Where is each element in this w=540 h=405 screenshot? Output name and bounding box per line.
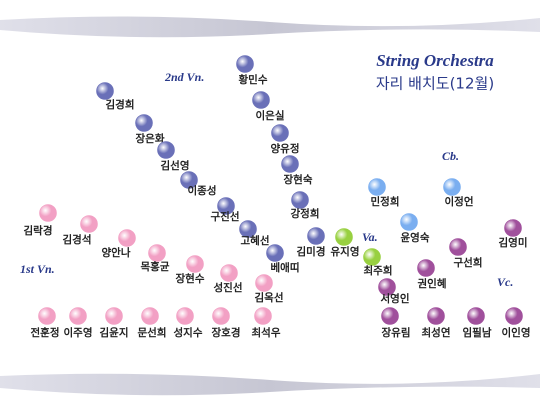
seat — [236, 55, 254, 73]
player-name: 장은화 — [136, 132, 165, 145]
seat — [186, 255, 204, 273]
seat — [400, 213, 418, 231]
player-name: 장호경 — [212, 326, 241, 339]
top-band — [0, 16, 540, 38]
player-name: 김경희 — [106, 98, 135, 111]
player-name: 이정언 — [445, 195, 474, 208]
section-label: Va. — [362, 230, 378, 244]
seat — [220, 264, 238, 282]
seat — [252, 91, 270, 109]
player-name: 김락경 — [24, 224, 53, 237]
section-label: 2nd Vn. — [164, 70, 204, 84]
seat — [239, 220, 257, 238]
seat — [291, 191, 309, 209]
player-name: 강정희 — [291, 207, 320, 220]
player-name: 목홍균 — [141, 260, 170, 273]
seat — [148, 244, 166, 262]
player-name: 권인혜 — [418, 277, 447, 290]
player-name: 베애띠 — [271, 261, 300, 274]
seat — [381, 307, 399, 325]
player-name: 구진선 — [211, 210, 240, 223]
seat — [141, 307, 159, 325]
seat — [254, 307, 272, 325]
player-name: 최주희 — [364, 264, 393, 277]
player-name: 임필남 — [463, 326, 492, 339]
subtitle: 자리 배치도(12월) — [376, 75, 494, 93]
player-name: 이주영 — [64, 326, 93, 339]
player-name: 고혜선 — [241, 234, 270, 247]
player-name: 성지수 — [174, 326, 203, 339]
player-name: 최석우 — [252, 326, 281, 339]
seat — [281, 155, 299, 173]
seat — [266, 244, 284, 262]
seat — [212, 307, 230, 325]
player-name: 김경석 — [63, 233, 92, 246]
seat — [180, 171, 198, 189]
seat — [368, 178, 386, 196]
seat — [135, 114, 153, 132]
seat — [38, 307, 56, 325]
seat — [96, 82, 114, 100]
player-name: 성진선 — [214, 281, 243, 294]
seat — [217, 197, 235, 215]
player-name: 문선희 — [138, 326, 167, 339]
player-name: 최성연 — [422, 326, 451, 339]
player-name: 이인영 — [502, 326, 531, 339]
player-name: 김미경 — [297, 245, 326, 258]
player-name: 양유정 — [271, 142, 300, 155]
seat — [307, 227, 325, 245]
seat — [80, 215, 98, 233]
player-name: 민정희 — [371, 195, 400, 208]
seat — [271, 124, 289, 142]
seat — [378, 278, 396, 296]
seat — [363, 248, 381, 266]
player-name: 윤영숙 — [401, 231, 430, 244]
seat — [69, 307, 87, 325]
player-name: 유지영 — [331, 245, 360, 258]
player-name: 김옥선 — [255, 291, 284, 304]
seat — [443, 178, 461, 196]
player-name: 황민수 — [239, 73, 268, 86]
section-label: 1st Vn. — [20, 262, 55, 276]
seat — [417, 259, 435, 277]
seat — [176, 307, 194, 325]
seat — [335, 228, 353, 246]
seat — [504, 219, 522, 237]
seat — [427, 307, 445, 325]
seat — [449, 238, 467, 256]
player-name: 김영미 — [499, 236, 528, 249]
section-label: Cb. — [442, 149, 459, 163]
player-name: 김윤지 — [100, 326, 129, 339]
player-name: 전훈정 — [31, 326, 60, 339]
seat — [39, 204, 57, 222]
player-name: 장현수 — [176, 272, 205, 285]
seat — [105, 307, 123, 325]
seat — [505, 307, 523, 325]
player-name: 이은실 — [256, 109, 285, 122]
seat — [157, 141, 175, 159]
player-name: 장현숙 — [284, 173, 313, 186]
section-label: Vc. — [497, 275, 513, 289]
player-name: 장유림 — [382, 326, 411, 339]
seat — [467, 307, 485, 325]
player-name: 구선희 — [454, 256, 483, 269]
title: String Orchestra — [376, 51, 494, 70]
bottom-band — [0, 373, 540, 396]
player-name: 양안나 — [102, 246, 131, 259]
player-name: 서영인 — [381, 292, 410, 305]
player-name: 김선영 — [161, 159, 190, 172]
seat — [255, 274, 273, 292]
seat — [118, 229, 136, 247]
player-name: 이종성 — [188, 184, 217, 197]
